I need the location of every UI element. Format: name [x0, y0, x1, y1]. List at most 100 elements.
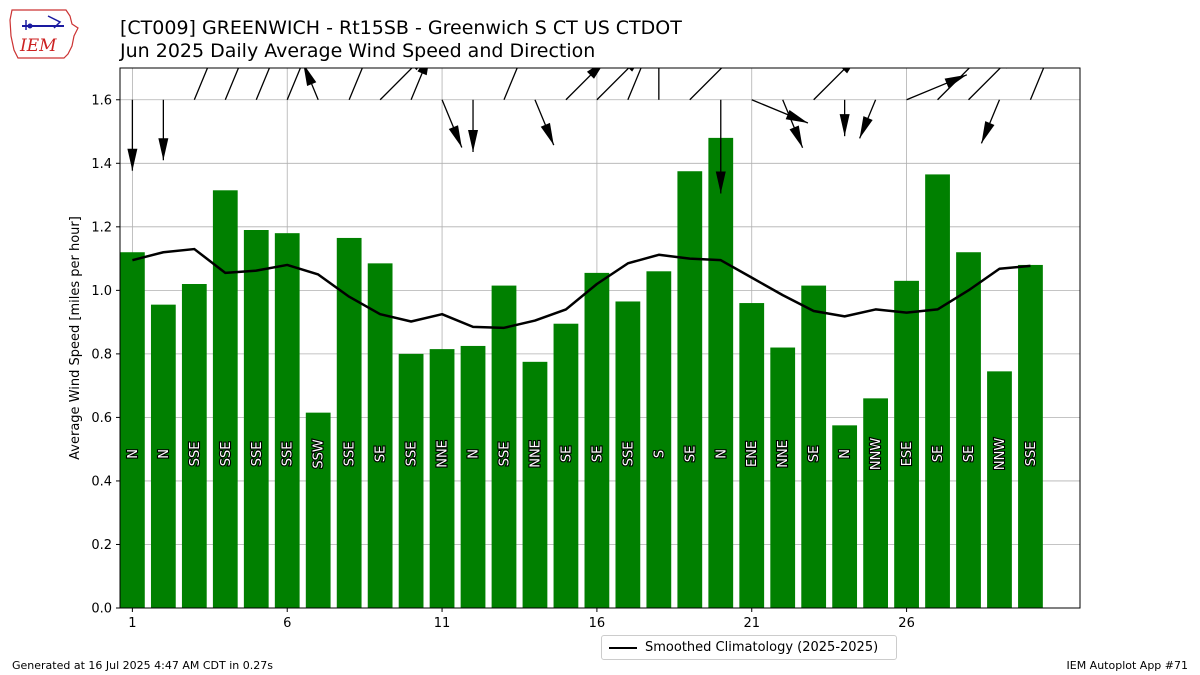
direction-label-day-24: N — [838, 449, 853, 459]
direction-label-day-22: NNE — [776, 440, 791, 468]
bar-day-6 — [274, 233, 300, 608]
direction-arrow-head — [244, 23, 257, 45]
direction-arrow-shaft — [255, 68, 271, 101]
direction-labels: N N SSE SSE SSE SSE SSW SSE SE SSE NNE N SSE NNE SE SE S… — [125, 437, 1040, 472]
direction-arrow-shaft — [813, 68, 847, 101]
bar-day-20 — [708, 137, 734, 608]
bar-day-3 — [181, 284, 207, 608]
direction-arrow-shaft — [596, 68, 630, 101]
direction-arrow-head — [981, 121, 995, 144]
bar-day-12 — [460, 345, 486, 608]
direction-label-day-23: SE — [807, 446, 822, 462]
direction-label-day-14: NNE — [528, 440, 543, 468]
bar-day-25 — [863, 398, 888, 608]
direction-label-day-4: SSE — [219, 442, 234, 467]
direction-label-day-28: SE — [962, 446, 977, 462]
direction-label-day-12: N — [467, 449, 482, 459]
generated-timestamp: Generated at 16 Jul 2025 4:47 AM CDT in … — [12, 659, 273, 672]
x-tick-label: 21 — [743, 616, 760, 631]
direction-arrow-shaft — [410, 68, 425, 101]
bar-day-9 — [367, 263, 393, 608]
bar-day-24 — [832, 425, 858, 608]
chart-legend: Smoothed Climatology (2025-2025) — [601, 635, 897, 660]
bar-day-21 — [739, 303, 765, 608]
direction-arrow-shaft — [379, 68, 413, 101]
direction-arrow-shaft — [348, 68, 364, 101]
y-tick-label: 0.0 — [91, 602, 112, 617]
y-tick-label: 1.4 — [91, 157, 112, 172]
bar-day-4 — [212, 190, 238, 608]
bar-day-15 — [553, 323, 579, 608]
direction-arrow-head — [628, 68, 635, 72]
bar-day-23 — [801, 285, 827, 608]
direction-label-day-20: N — [714, 449, 729, 459]
bar-day-17 — [615, 301, 641, 608]
bar-day-27 — [925, 174, 950, 608]
bar-day-10 — [398, 353, 424, 608]
direction-arrow-head — [364, 32, 377, 54]
direction-arrow-shaft — [224, 68, 240, 101]
bar-day-29 — [987, 371, 1012, 608]
direction-arrow-head — [448, 125, 462, 148]
direction-label-day-18: S — [652, 450, 667, 458]
bar-day-19 — [677, 171, 703, 608]
direction-label-day-1: N — [126, 449, 141, 459]
bar-series — [120, 137, 1043, 608]
x-tick-label: 1 — [128, 616, 136, 631]
direction-label-day-3: SSE — [188, 442, 203, 467]
direction-label-day-16: SE — [590, 446, 605, 462]
y-tick-label: 1.2 — [91, 220, 112, 235]
y-tick-label: 1.6 — [91, 93, 112, 108]
bar-day-18 — [646, 271, 672, 608]
direction-label-day-10: SSE — [405, 442, 420, 467]
climatology-series — [132, 247, 1031, 330]
direction-arrow-head — [468, 130, 479, 153]
direction-label-day-8: SSE — [343, 442, 358, 467]
bar-day-30 — [1018, 264, 1043, 608]
y-tick-label: 0.2 — [91, 538, 112, 553]
y-axis: 0.0 0.2 0.4 0.6 0.8 1.0 1.2 1.4 1.6 — [91, 93, 120, 617]
direction-label-day-9: SE — [374, 446, 389, 462]
x-tick-label: 6 — [283, 616, 291, 631]
y-axis-label: Average Wind Speed [miles per hour] — [68, 216, 83, 460]
direction-arrow-shaft — [503, 68, 518, 101]
direction-label-day-30: SSE — [1024, 442, 1039, 467]
legend-line-swatch — [609, 647, 637, 649]
direction-label-day-2: N — [157, 449, 172, 459]
direction-arrow-head — [417, 68, 428, 76]
x-axis: 1 6 11 16 21 26 — [128, 608, 915, 631]
direction-label-day-25: NNW — [869, 438, 884, 470]
bar-day-14 — [522, 361, 548, 608]
x-tick-label: 11 — [434, 616, 451, 631]
x-tick-label: 16 — [589, 616, 606, 631]
direction-arrow-shaft — [968, 68, 1002, 101]
direction-label-day-17: SSE — [621, 442, 636, 467]
bar-day-7 — [305, 412, 331, 608]
iem-logo-text: IEM — [19, 36, 57, 56]
direction-label-day-29: NNW — [993, 438, 1008, 470]
direction-arrow-head — [303, 31, 316, 53]
direction-arrow-head — [127, 148, 138, 171]
bar-day-13 — [491, 285, 517, 608]
y-tick-label: 0.8 — [91, 347, 112, 362]
bar-day-28 — [956, 252, 981, 608]
direction-arrow-head — [859, 116, 873, 139]
y-tick-label: 0.4 — [91, 474, 112, 489]
y-tick-label: 0.6 — [91, 411, 112, 426]
bar-day-16 — [584, 272, 610, 608]
app-credit: IEM Autoplot App #71 — [1066, 659, 1189, 672]
direction-label-day-7: SSW — [312, 439, 327, 469]
direction-arrow-head — [304, 68, 317, 87]
direction-label-day-27: SE — [931, 446, 946, 462]
direction-arrow-head — [841, 68, 851, 74]
direction-arrow-head — [1044, 37, 1057, 59]
bar-day-11 — [429, 349, 455, 608]
direction-arrow-head — [789, 125, 803, 148]
direction-arrow-head — [1005, 68, 1008, 69]
direction-arrow-head — [732, 38, 751, 57]
direction-arrow-head — [715, 171, 726, 194]
direction-arrow-shaft — [286, 68, 302, 101]
direction-arrow-shaft — [627, 68, 642, 101]
bar-day-5 — [243, 230, 269, 608]
